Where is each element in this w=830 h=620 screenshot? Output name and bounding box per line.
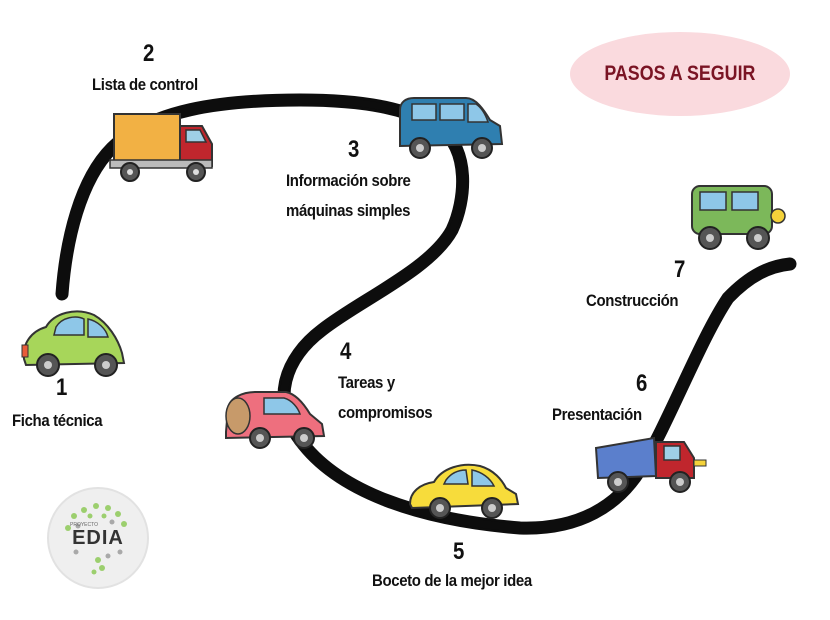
- step-6-number: 6: [636, 370, 648, 397]
- green-car-icon: [21, 310, 126, 377]
- step-3-number: 3: [348, 136, 360, 163]
- step-4-label: Tareas y compromisos: [338, 368, 433, 428]
- orange-truck-icon: [109, 113, 213, 182]
- logo-small-text: PROYECTO: [70, 522, 98, 528]
- step-6-label: Presentación: [552, 400, 642, 430]
- step-7-label: Construcción: [586, 286, 679, 316]
- step-2-label: Lista de control: [92, 70, 198, 100]
- step-4-label-line-2: compromisos: [338, 403, 433, 422]
- pink-car-icon: [225, 391, 326, 449]
- step-6-label-line: Presentación: [552, 405, 642, 424]
- step-5-label-line: Boceto de la mejor idea: [372, 571, 532, 590]
- logo-name: EDIA: [72, 527, 124, 549]
- blue-van-icon: [399, 97, 504, 159]
- step-4-label-line-1: Tareas y: [338, 373, 395, 392]
- step-3-label: Información sobre máquinas simples: [286, 166, 411, 226]
- step-1-label: Ficha técnica: [12, 406, 103, 436]
- green-jeep-icon: [691, 185, 786, 250]
- step-3-label-line-1: Información sobre: [286, 171, 411, 190]
- title-badge: PASOS A SEGUIR: [570, 32, 790, 116]
- step-1-number: 1: [56, 374, 68, 401]
- dump-truck-icon: [594, 436, 707, 493]
- step-1-label-line: Ficha técnica: [12, 411, 103, 430]
- step-5-number: 5: [453, 538, 465, 565]
- step-2-number: 2: [143, 40, 155, 67]
- step-7-number: 7: [674, 256, 686, 283]
- step-3-label-line-2: máquinas simples: [286, 201, 411, 220]
- step-2-label-line: Lista de control: [92, 75, 198, 94]
- edia-logo: PROYECTO EDIA: [47, 487, 149, 589]
- title-text: PASOS A SEGUIR: [604, 62, 756, 85]
- step-4-number: 4: [340, 338, 352, 365]
- step-5-label: Boceto de la mejor idea: [372, 566, 532, 596]
- step-7-label-line: Construcción: [586, 291, 679, 310]
- yellow-car-icon: [408, 463, 520, 519]
